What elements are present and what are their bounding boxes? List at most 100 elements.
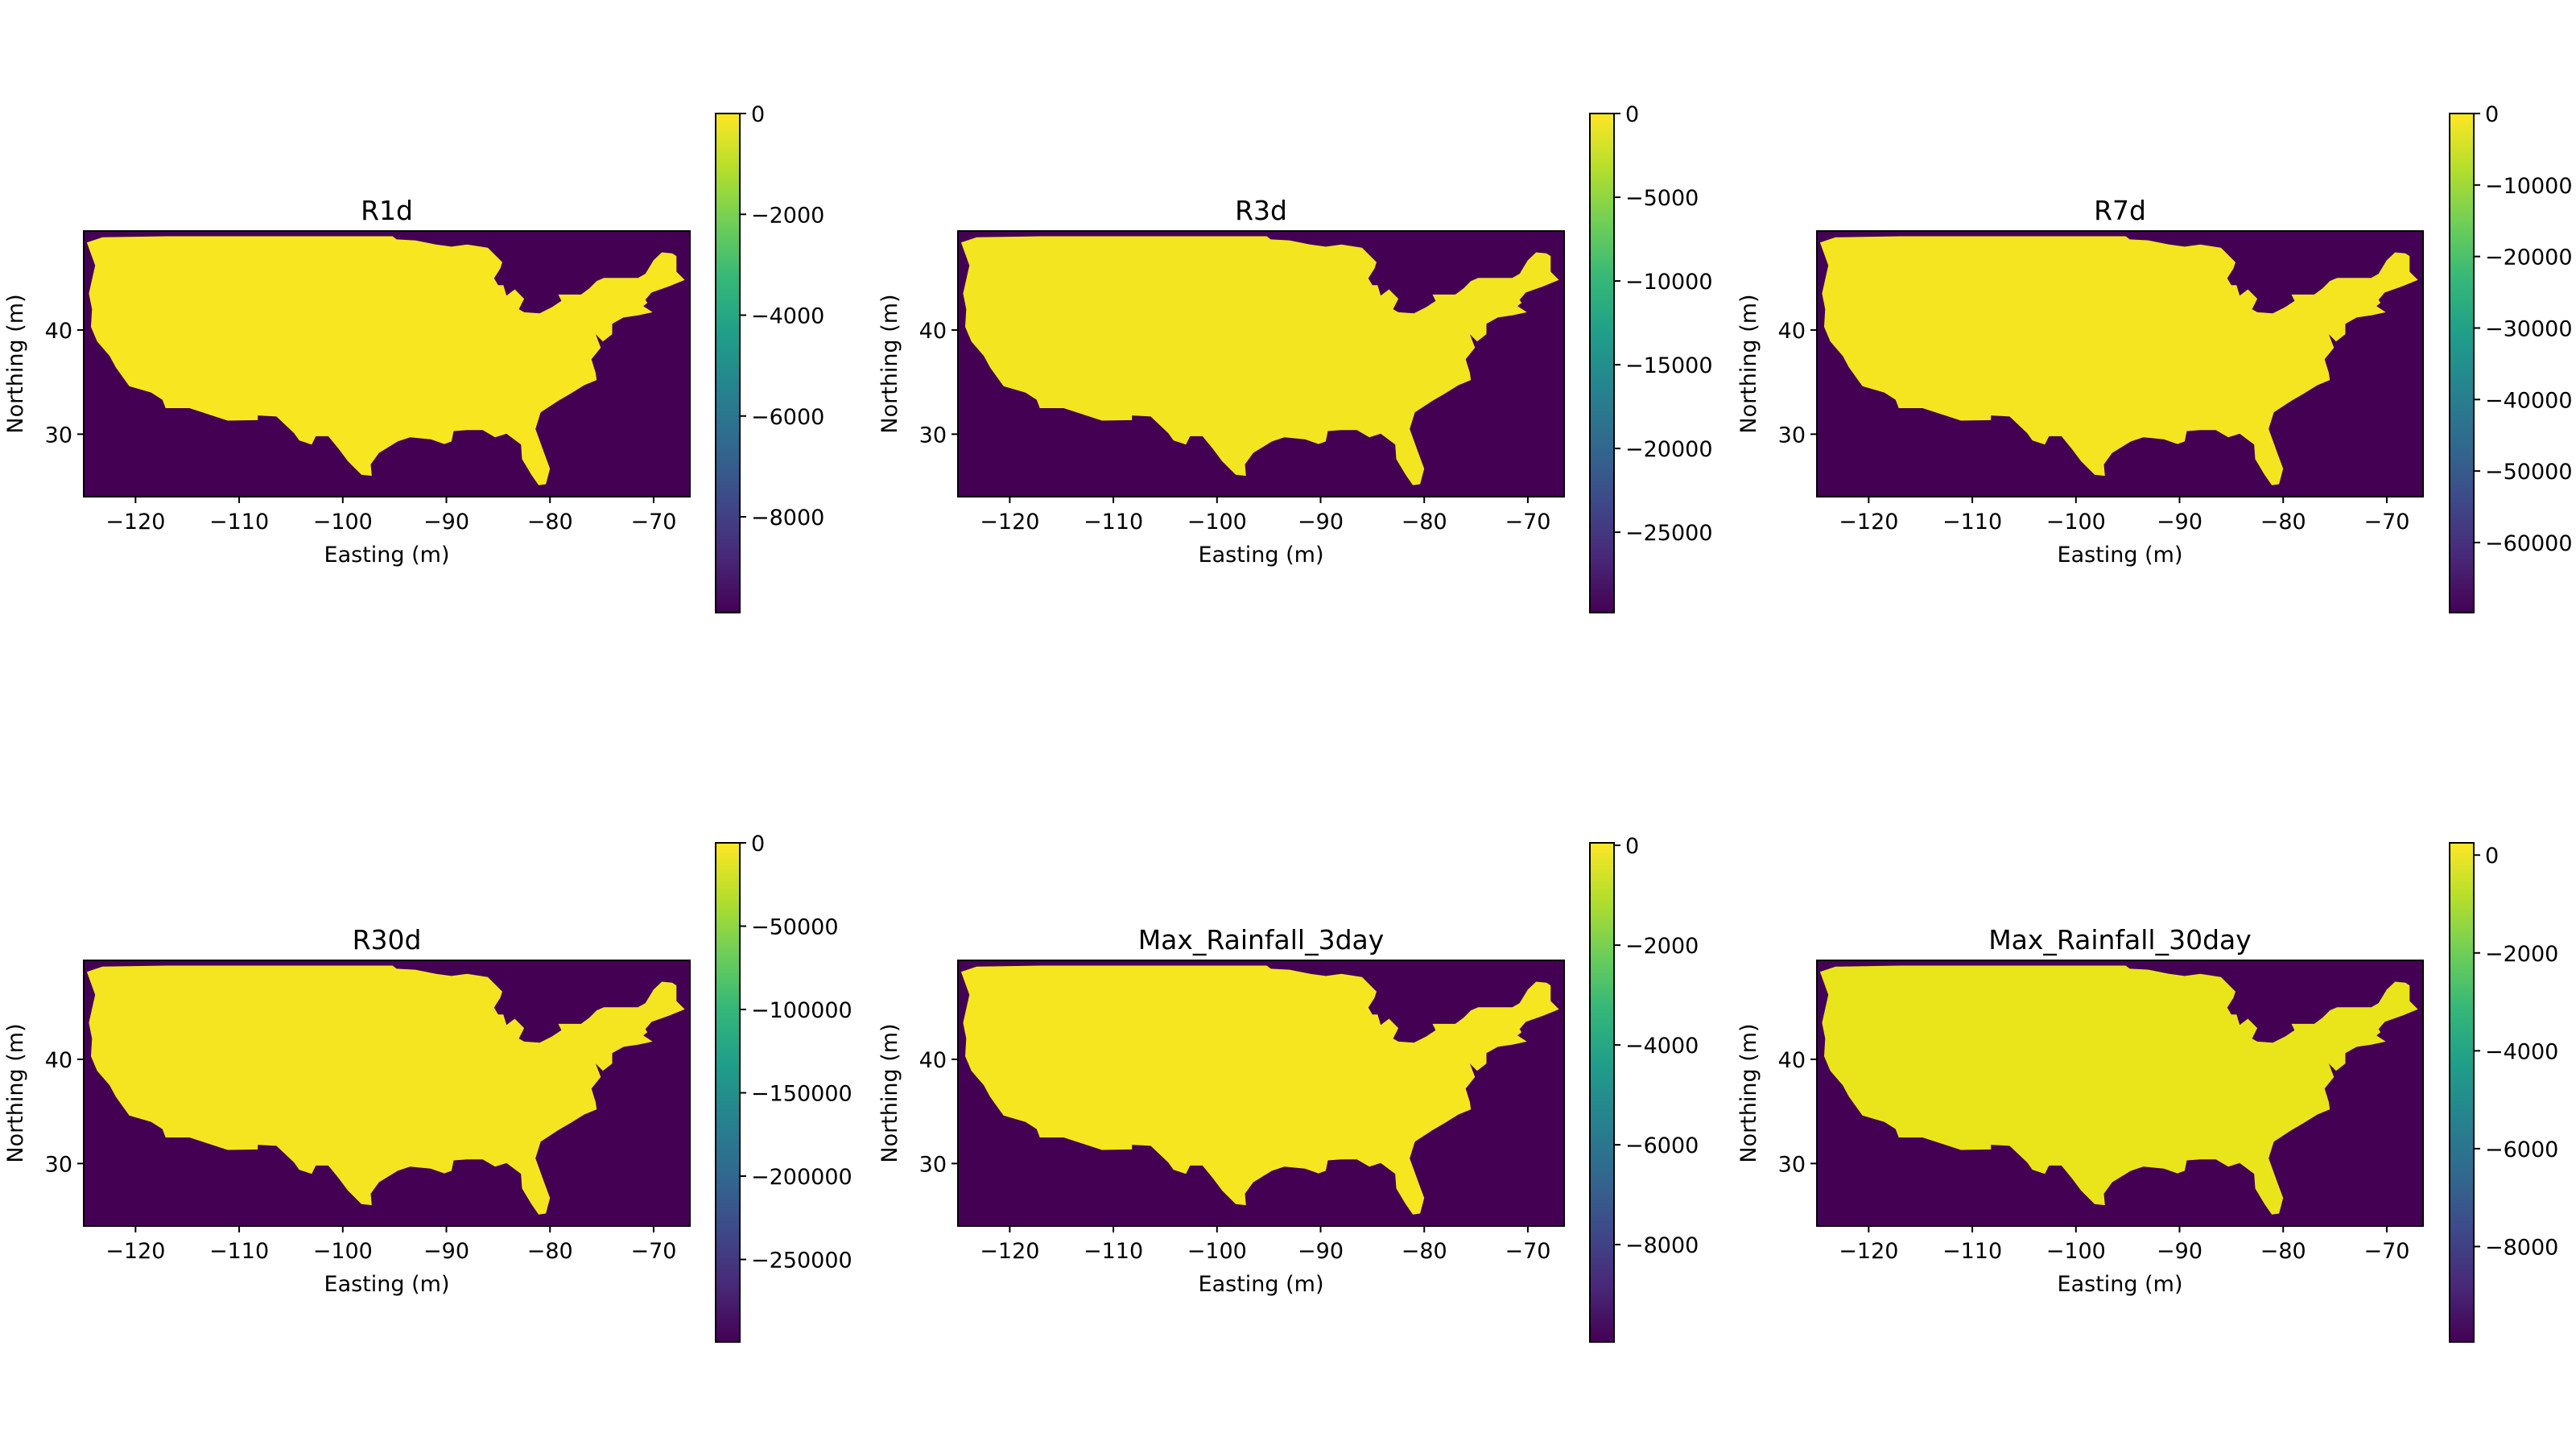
- x-tick-label: −110: [1084, 1239, 1143, 1264]
- x-tick-label: −80: [1402, 510, 1447, 535]
- colorbar-tick-label: −2000: [1625, 934, 1699, 959]
- colorbar-tick-label: −2000: [751, 203, 824, 228]
- colorbar-tick-label: −20000: [2485, 246, 2573, 270]
- subplot-2: R7d −120 −110 −100 −90 −80 −70 30 40 Easting (m) N…: [1736, 102, 2573, 613]
- x-tick-label: −120: [980, 1239, 1039, 1264]
- x-tick-label: −120: [105, 510, 165, 535]
- y-tick-label: 40: [45, 1048, 72, 1073]
- colorbar-tick-label: −250000: [751, 1249, 852, 1274]
- colorbar: 0 −2000 −4000 −6000 −8000: [1589, 834, 1699, 1343]
- subplot-title: R1d: [361, 195, 413, 226]
- x-tick-label: −100: [2046, 510, 2106, 535]
- axes-frame: [957, 230, 1565, 497]
- subplot-title: R3d: [1235, 195, 1287, 226]
- y-tick-label: 40: [919, 1048, 947, 1073]
- y-axis-label: Northing (m): [1736, 1023, 1761, 1162]
- x-tick-label: −120: [105, 1239, 165, 1264]
- colorbar: 0 −5000 −10000 −15000 −20000 −25000: [1589, 102, 1713, 613]
- x-tick-label: −70: [2363, 510, 2409, 535]
- land-heatmap: [960, 965, 1559, 1215]
- colorbar-tick-label: −6000: [1625, 1133, 1699, 1158]
- x-tick-label: −110: [1084, 510, 1143, 535]
- y-axis-label: Northing (m): [877, 294, 902, 433]
- colorbar-tick-label: −25000: [1625, 521, 1713, 546]
- colorbar-tick-label: −5000: [1625, 186, 1699, 211]
- axes-frame: [1816, 230, 2424, 497]
- colorbar-tick-label: −30000: [2485, 316, 2573, 341]
- x-tick-label: −110: [209, 1239, 269, 1264]
- y-axis-label: Northing (m): [877, 1023, 902, 1162]
- subplot-1: R3d −120 −110 −100 −90 −80 −70 30 40 Easting (m) N…: [877, 102, 1713, 613]
- subplot-3: R30d −120 −110 −100 −90 −80 −70 30 40 Easting (m)…: [3, 832, 852, 1343]
- colorbar-tick-label: −4000: [2485, 1039, 2558, 1064]
- colorbar-tick-label: −4000: [751, 304, 824, 329]
- y-tick-label: 30: [45, 1152, 72, 1177]
- colorbar-tick-label: −8000: [1625, 1233, 1699, 1258]
- subplot-title: Max_Rainfall_3day: [1138, 924, 1385, 956]
- x-axis-label: Easting (m): [324, 1272, 450, 1297]
- x-tick-label: −90: [2157, 510, 2202, 535]
- colorbar-tick-label: −200000: [751, 1165, 852, 1190]
- colorbar-tick-label: −8000: [751, 506, 824, 530]
- colorbar-tick-label: −8000: [2485, 1235, 2558, 1260]
- x-tick-label: −80: [527, 1239, 573, 1264]
- colorbar-tick-label: −10000: [2485, 174, 2573, 199]
- subplot-title: Max_Rainfall_30day: [1988, 924, 2252, 956]
- subplot-title: R30d: [353, 924, 422, 956]
- x-tick-label: −100: [1187, 510, 1247, 535]
- land-heatmap: [86, 236, 685, 485]
- x-tick-label: −90: [423, 510, 469, 535]
- colorbar-tick-label: 0: [2485, 844, 2499, 869]
- axes-frame: [83, 960, 691, 1227]
- colorbar-gradient: [2449, 113, 2475, 613]
- x-tick-label: −70: [1505, 1239, 1550, 1264]
- x-tick-label: −100: [2046, 1239, 2106, 1264]
- colorbar-tick-label: −4000: [1625, 1034, 1699, 1059]
- y-tick-label: 30: [1778, 1152, 1806, 1177]
- x-tick-label: −90: [1298, 1239, 1344, 1264]
- x-tick-label: −90: [423, 1239, 469, 1264]
- x-tick-label: −70: [630, 510, 676, 535]
- x-axis-label: Easting (m): [1199, 1272, 1324, 1297]
- colorbar-tick-label: −150000: [751, 1082, 852, 1107]
- x-tick-label: −90: [1298, 510, 1344, 535]
- y-tick-label: 40: [1778, 1048, 1806, 1073]
- subplot-4: Max_Rainfall_3day −120 −110 −100 −90 −80 −70 30…: [877, 834, 1699, 1343]
- x-tick-label: −80: [2260, 1239, 2306, 1264]
- land-heatmap: [1819, 965, 2418, 1215]
- y-tick-label: 30: [919, 1152, 947, 1177]
- x-tick-label: −80: [1402, 1239, 1447, 1264]
- colorbar-tick-label: −40000: [2485, 388, 2573, 413]
- x-tick-label: −110: [1942, 1239, 2002, 1264]
- colorbar-tick-label: −100000: [751, 998, 852, 1023]
- colorbar-gradient: [1589, 842, 1615, 1343]
- axes-frame: [83, 230, 691, 497]
- x-tick-label: −70: [630, 1239, 676, 1264]
- colorbar-tick-label: −2000: [2485, 942, 2558, 967]
- subplot-5: Max_Rainfall_30day −120 −110 −100 −90 −80 −70 3…: [1736, 842, 2558, 1343]
- x-tick-label: −100: [1187, 1239, 1247, 1264]
- x-tick-label: −80: [2260, 510, 2306, 535]
- x-tick-label: −90: [2157, 1239, 2202, 1264]
- x-tick-label: −70: [2363, 1239, 2409, 1264]
- y-axis-label: Northing (m): [3, 1023, 28, 1162]
- colorbar-tick-label: −50000: [751, 915, 839, 940]
- y-tick-label: 40: [45, 319, 72, 344]
- colorbar-tick-label: 0: [751, 102, 765, 127]
- axes-frame: [1816, 960, 2424, 1227]
- y-axis-label: Northing (m): [3, 294, 28, 433]
- colorbar-tick-label: 0: [1625, 834, 1639, 859]
- colorbar-gradient: [1589, 113, 1615, 613]
- x-tick-label: −120: [1839, 1239, 1898, 1264]
- colorbar-tick-label: 0: [751, 832, 765, 857]
- colorbar-tick-label: −6000: [751, 405, 824, 430]
- x-tick-label: −120: [1839, 510, 1898, 535]
- colorbar-tick-label: 0: [2485, 102, 2499, 127]
- colorbar: 0 −2000 −4000 −6000 −8000: [2449, 842, 2558, 1343]
- colorbar-tick-label: −50000: [2485, 460, 2573, 485]
- subplot-title: R7d: [2094, 195, 2146, 226]
- x-tick-label: −120: [980, 510, 1039, 535]
- colorbar: 0 −2000 −4000 −6000 −8000: [715, 102, 824, 613]
- colorbar-tick-label: −60000: [2485, 531, 2573, 556]
